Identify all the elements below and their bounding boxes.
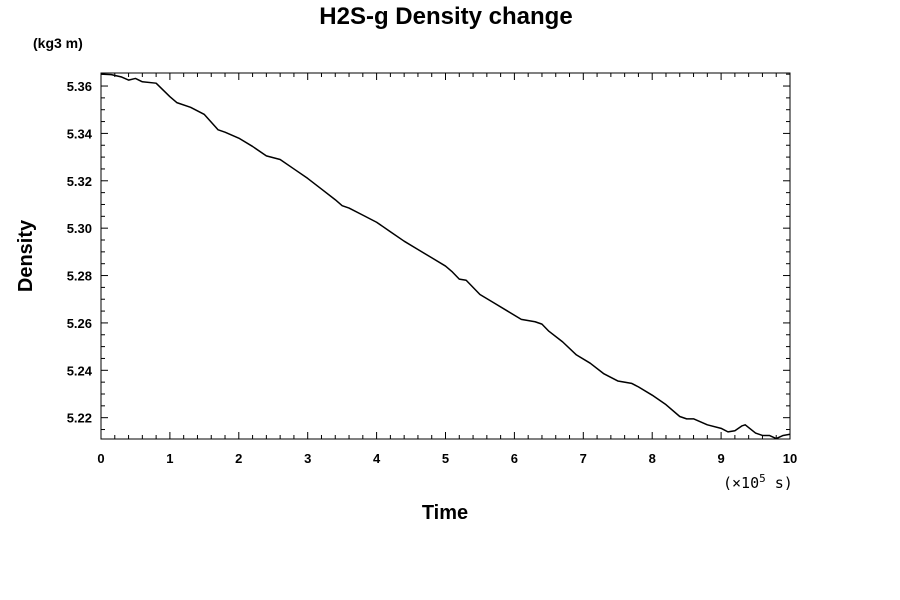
x-scale-suffix: s) — [766, 474, 793, 492]
x-axis-label: Time — [422, 502, 468, 524]
x-tick-label: 2 — [235, 451, 242, 466]
y-axis-label: Density — [15, 219, 37, 292]
x-tick-label: 1 — [166, 451, 173, 466]
x-tick-label: 6 — [511, 451, 518, 466]
y-tick-label: 5.26 — [67, 316, 92, 331]
y-tick-label: 5.32 — [67, 174, 92, 189]
y-tick-label: 5.22 — [67, 411, 92, 426]
axis-ticks — [100, 73, 791, 439]
axis-tick-labels: 0 1 2 3 4 5 6 7 8 9 10 5.22 5.24 5.26 5.28 5.30 5.32 5.34… — [67, 79, 798, 466]
plot-frame — [100, 72, 791, 440]
x-tick-label: 10 — [783, 451, 797, 466]
y-tick-label: 5.34 — [67, 126, 93, 141]
x-tick-label: 3 — [304, 451, 311, 466]
x-tick-label: 4 — [373, 451, 381, 466]
x-tick-label: 8 — [649, 451, 656, 466]
chart-title: H2S-g Density change — [319, 3, 572, 30]
y-tick-label: 5.36 — [67, 79, 92, 94]
x-tick-label: 5 — [442, 451, 449, 466]
y-axis-unit: (kg3 m) — [33, 35, 83, 51]
x-scale-exponent: 5 — [759, 472, 766, 485]
x-tick-label: 7 — [580, 451, 587, 466]
y-tick-label: 5.24 — [67, 363, 93, 378]
x-scale-prefix: (×10 — [723, 474, 759, 492]
y-tick-label: 5.28 — [67, 269, 92, 284]
density-line — [100, 73, 791, 440]
y-tick-label: 5.30 — [67, 221, 92, 236]
x-tick-label: 9 — [717, 451, 724, 466]
x-tick-label: 0 — [97, 451, 104, 466]
x-axis-scale-label: (×105 s) — [723, 472, 793, 492]
